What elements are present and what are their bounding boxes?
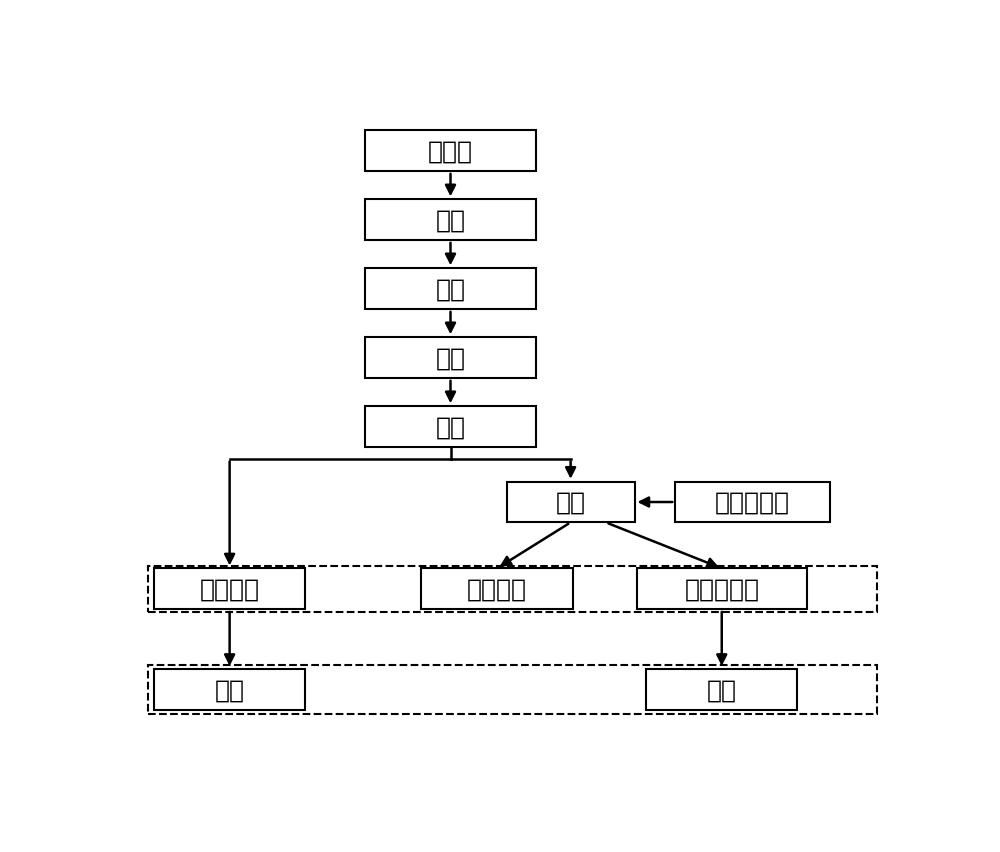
Text: 上盖破碎: 上盖破碎 [200,577,260,601]
Text: 刀切: 刀切 [436,415,466,439]
Text: 分选: 分选 [215,677,245,701]
Text: 拆垛: 拆垛 [436,277,466,302]
Bar [675,482,830,523]
Bar [365,200,536,240]
Text: 粗分类: 粗分类 [428,140,473,164]
Text: 分离: 分离 [556,491,586,515]
Bar [365,337,536,378]
Bar [154,568,305,609]
Bar [637,568,807,609]
Text: 码垛: 码垛 [436,209,466,233]
Text: 槽体破碎: 槽体破碎 [467,577,527,601]
Bar [148,567,877,613]
Text: 稀酸液收集: 稀酸液收集 [715,491,790,515]
Bar [148,665,877,714]
Bar [154,669,305,710]
Text: 分选: 分选 [707,677,737,701]
Bar [507,482,635,523]
Bar [365,269,536,309]
Bar [365,131,536,172]
Bar [421,568,573,609]
Text: 测高: 测高 [436,346,466,370]
Text: 极群组破碎: 极群组破碎 [684,577,759,601]
Bar [365,406,536,447]
Bar [646,669,797,710]
